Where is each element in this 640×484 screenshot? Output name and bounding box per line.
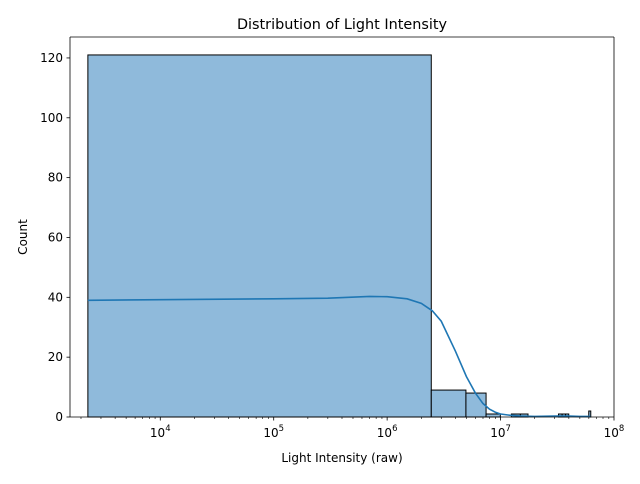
- x-axis-label: Light Intensity (raw): [281, 451, 402, 465]
- y-tick-label-3: 60: [48, 230, 63, 244]
- x-tick-label-2: 106: [377, 424, 398, 440]
- y-tick-label-1: 20: [48, 350, 63, 364]
- x-tick-label-4: 108: [604, 424, 625, 440]
- y-tick-label-0: 0: [55, 410, 63, 424]
- y-tick-label-4: 80: [48, 171, 63, 185]
- ticks-layer: 0 20 40 60 80 100 120 104 105 106 107 108: [40, 51, 624, 440]
- kde-line: [87, 295, 591, 418]
- bars-layer: [87, 54, 592, 418]
- histogram-bar-1: [430, 389, 467, 418]
- kde-layer: [87, 295, 591, 418]
- y-tick-label-2: 40: [48, 290, 63, 304]
- x-tick-label-3: 107: [490, 424, 511, 440]
- y-axis-label: Count: [16, 219, 30, 255]
- chart-title: Distribution of Light Intensity: [237, 17, 448, 33]
- y-tick-label-6: 120: [40, 51, 63, 65]
- y-tick-label-5: 100: [40, 111, 63, 125]
- histogram-bar-3: [485, 413, 501, 418]
- x-tick-label-1: 105: [263, 424, 284, 440]
- histogram-bar-2: [465, 392, 487, 418]
- histogram-bar-0: [87, 54, 432, 418]
- x-tick-label-0: 104: [150, 424, 171, 440]
